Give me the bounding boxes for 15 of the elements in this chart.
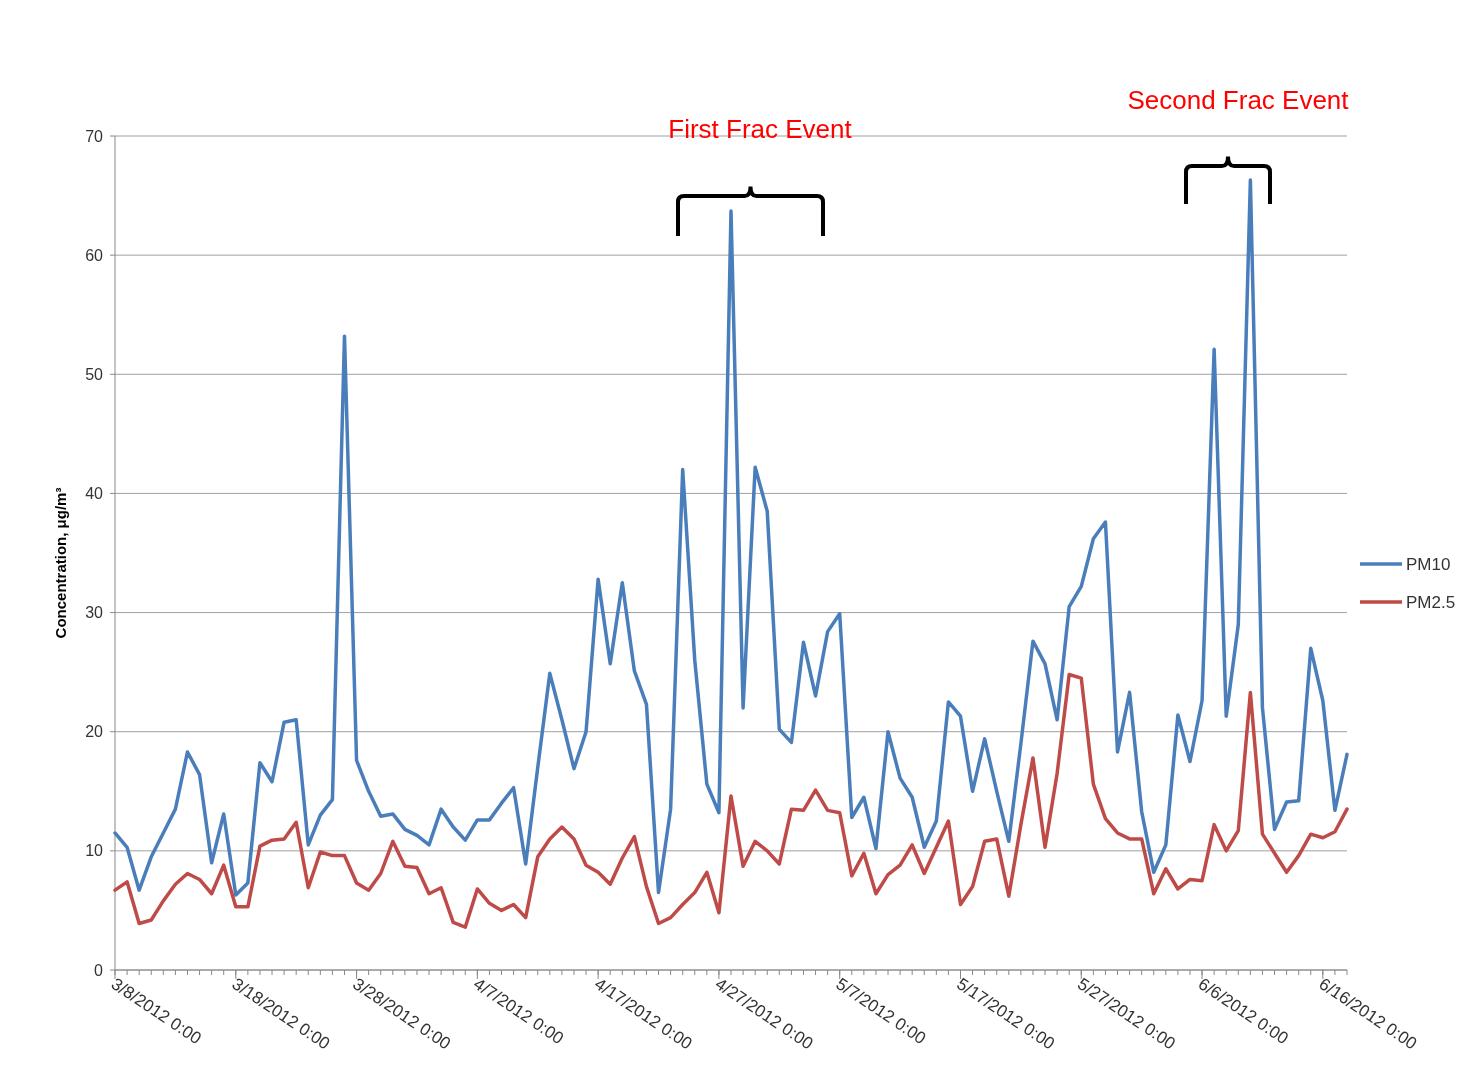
annotation: First Frac Event <box>668 114 853 144</box>
legend-label: PM2.5 <box>1406 592 1456 612</box>
y-axis-title: Concentration, μg/m³ <box>52 487 69 639</box>
line-series <box>113 178 1349 897</box>
y-tick-label: 10 <box>85 842 104 860</box>
legend-label: PM10 <box>1406 554 1451 574</box>
text: Second Frac Event <box>1127 85 1350 115</box>
y-tick-label: 30 <box>85 604 104 622</box>
y-tick-label: 0 <box>94 961 104 979</box>
y-tick-label: 60 <box>85 246 104 264</box>
y-tick-label: 20 <box>85 723 104 741</box>
y-tick-label: 50 <box>85 365 104 383</box>
line-series <box>113 672 1349 929</box>
y-tick-label: 40 <box>85 485 104 503</box>
y-tick-label: 70 <box>85 127 104 145</box>
